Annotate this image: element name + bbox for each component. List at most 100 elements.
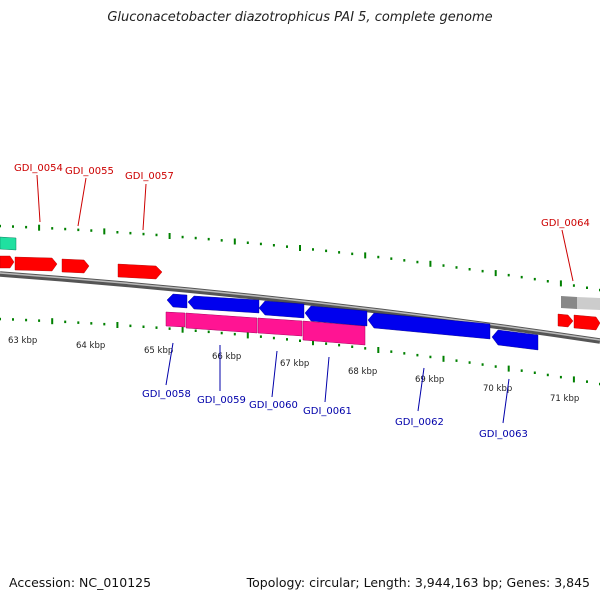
gene-label[interactable]: GDI_0059: [197, 395, 246, 406]
label-leader: [165, 342, 174, 386]
minor-tick: [25, 225, 28, 229]
major-tick: [429, 260, 432, 267]
minor-tick: [416, 260, 419, 264]
gene-forward-arrow[interactable]: [557, 313, 574, 328]
minor-tick: [259, 335, 262, 338]
minor-tick: [390, 350, 393, 353]
gene-label[interactable]: GDI_0063: [479, 429, 528, 440]
minor-tick: [429, 355, 432, 359]
minor-tick: [468, 268, 471, 271]
feature-grey-partial: [561, 296, 577, 309]
gene-label[interactable]: GDI_0058: [142, 389, 191, 400]
gene-label[interactable]: GDI_0055: [65, 166, 114, 177]
gene-label[interactable]: GDI_0062: [395, 417, 444, 428]
gene-label[interactable]: GDI_0057: [125, 171, 174, 182]
minor-tick: [38, 319, 41, 322]
gene-reverse-arrow[interactable]: [166, 293, 188, 309]
minor-tick: [455, 359, 458, 362]
major-tick: [364, 252, 367, 259]
feature-teal: [0, 236, 17, 251]
gene-forward-arrow[interactable]: [61, 258, 90, 274]
gene-forward-arrow[interactable]: [117, 263, 163, 280]
minor-tick: [533, 371, 536, 374]
rna-feature[interactable]: [257, 317, 303, 337]
minor-tick: [312, 248, 314, 251]
scale-label: 70 kbp: [483, 384, 512, 394]
minor-tick: [520, 275, 523, 279]
minor-tick: [546, 280, 549, 283]
minor-tick: [168, 327, 171, 330]
minor-tick: [403, 352, 406, 355]
rna-feature[interactable]: [165, 311, 186, 328]
gene-forward-arrow[interactable]: [573, 314, 600, 331]
map-title: Gluconacetobacter diazotrophicus PAI 5, …: [107, 10, 493, 25]
rna-feature[interactable]: [185, 312, 258, 334]
minor-tick: [64, 227, 67, 231]
minor-tick: [286, 338, 288, 341]
gene-forward-arrow[interactable]: [0, 255, 15, 269]
minor-tick: [90, 322, 93, 325]
minor-tick: [507, 273, 510, 277]
minor-tick: [155, 326, 158, 329]
minor-tick: [25, 318, 28, 322]
label-leader: [561, 229, 574, 282]
minor-tick: [364, 347, 367, 350]
minor-tick: [272, 336, 275, 340]
minor-tick: [103, 322, 106, 326]
major-tick: [299, 245, 301, 251]
genome-backbone: [0, 271, 600, 344]
major-tick: [494, 270, 497, 277]
minor-tick: [194, 329, 197, 332]
minor-tick: [468, 361, 471, 364]
minor-tick: [129, 324, 132, 328]
scale-label: 63 kbp: [8, 336, 37, 346]
major-tick: [312, 339, 314, 346]
reverse-gene-labels: GDI_0058 GDI_0059 GDI_0060 GDI_0061 GDI_…: [142, 342, 528, 440]
minor-tick: [155, 233, 158, 237]
minor-tick: [442, 264, 445, 267]
gene-reverse-arrow[interactable]: [187, 295, 260, 314]
label-leader: [271, 350, 278, 398]
minor-tick: [77, 321, 80, 324]
scale-label: 64 kbp: [76, 341, 105, 351]
minor-tick: [520, 369, 523, 372]
minor-tick: [403, 259, 406, 262]
minor-tick: [546, 373, 549, 377]
minor-tick: [51, 227, 54, 230]
rna-feature[interactable]: [302, 320, 366, 346]
major-tick: [168, 233, 171, 239]
forward-genes: [0, 255, 600, 331]
gene-label[interactable]: GDI_0061: [303, 406, 352, 417]
gene-reverse-arrow[interactable]: [491, 329, 539, 351]
minor-tick: [559, 375, 562, 379]
minor-tick: [142, 232, 145, 236]
minor-tick: [481, 363, 484, 366]
minor-tick: [246, 241, 249, 244]
gene-label[interactable]: GDI_0064: [541, 218, 590, 229]
minor-tick: [272, 244, 275, 247]
gene-label[interactable]: GDI_0060: [249, 400, 298, 411]
gene-forward-arrow[interactable]: [14, 256, 58, 272]
minor-tick: [572, 284, 575, 287]
minor-tick: [455, 266, 458, 269]
gene-reverse-arrow[interactable]: [304, 305, 368, 327]
minor-tick: [325, 249, 328, 253]
outer-tick-track: [0, 224, 600, 292]
scale-label: 66 kbp: [212, 352, 241, 362]
minor-tick: [416, 353, 419, 357]
label-leader: [324, 356, 330, 403]
minor-tick: [90, 229, 93, 232]
gene-label[interactable]: GDI_0054: [14, 163, 63, 174]
minor-tick: [325, 342, 328, 345]
minor-tick: [0, 317, 1, 321]
minor-tick: [220, 239, 223, 242]
gene-reverse-arrow[interactable]: [367, 312, 491, 340]
minor-tick: [586, 380, 588, 383]
forward-gene-labels: GDI_0054 GDI_0055 GDI_0057 GDI_0064: [14, 163, 590, 282]
scale-label: 69 kbp: [415, 375, 444, 385]
gene-reverse-arrow[interactable]: [258, 300, 305, 319]
minor-tick: [533, 277, 536, 281]
major-tick: [103, 228, 106, 235]
minor-tick: [194, 236, 197, 240]
